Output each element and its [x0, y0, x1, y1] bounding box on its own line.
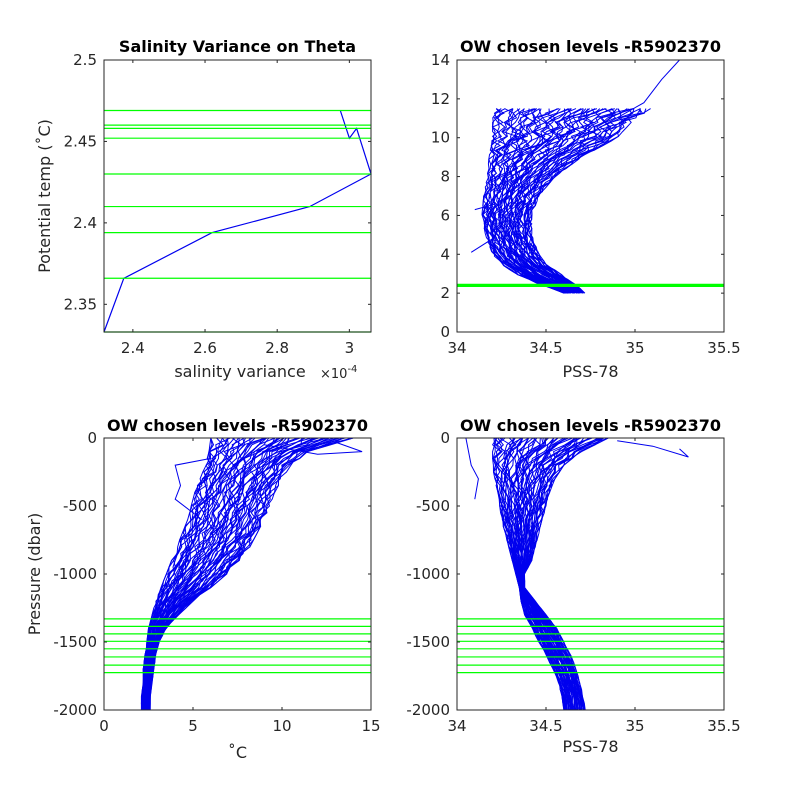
y-tick-labels: -2000 -1500 -1000 -500 0 [406, 429, 724, 719]
profile-line [581, 59, 680, 139]
profile-line [495, 108, 571, 294]
profile-line [501, 108, 577, 294]
y-tick-label: -1000 [406, 565, 450, 583]
profile-line [521, 108, 634, 294]
data-layer [103, 59, 372, 333]
y-tick-label: 2.35 [64, 295, 97, 313]
y-tick-label: 2 [440, 284, 450, 302]
variance-line [103, 110, 372, 333]
y-tick-label: 8 [440, 168, 450, 186]
x-tick-label: 2.8 [265, 339, 289, 357]
y-tick-label: 4 [440, 245, 450, 263]
profile-line [174, 457, 211, 520]
profile-line [617, 440, 689, 458]
x-axis-label: salinity variance [174, 362, 305, 381]
y-tick-labels: 0 2 4 6 8 10 12 14 [431, 51, 724, 341]
profile-line [510, 108, 596, 294]
x-tick-label: 2.4 [121, 339, 145, 357]
plot-area [103, 59, 372, 333]
y-tick-label: -2000 [53, 701, 97, 719]
plot-title: OW chosen levels -R5902370 [107, 416, 368, 435]
plot-title: Salinity Variance on Theta [119, 37, 356, 56]
x-tick-label: 35 [625, 717, 644, 735]
y-axis-label: Potential temp (˚C) [35, 119, 54, 273]
x-axis-label: PSS-78 [562, 362, 618, 381]
x-tick-labels: 0 5 10 15 [99, 438, 381, 735]
y-tick-label: 12 [431, 90, 450, 108]
x-tick-labels: 34 34.5 35 35.5 [447, 438, 741, 735]
y-tick-labels: -2000 -1500 -1000 -500 0 [53, 429, 371, 719]
y-tick-label: -1500 [406, 633, 450, 651]
x-tick-label: 34.5 [529, 717, 562, 735]
y-tick-labels: 2.35 2.4 2.45 2.5 [64, 51, 371, 313]
profile-line [529, 108, 651, 294]
panel-pressure-salinity: OW chosen levels -R5902370 34 34.5 35 35.5 … [406, 416, 740, 756]
x-tick-labels: 34 34.5 35 35.5 [447, 60, 741, 357]
profile-line [528, 108, 647, 294]
x-tick-label: 34 [447, 717, 466, 735]
profile-line [493, 108, 572, 294]
profile-line [465, 437, 479, 500]
y-axis-label: Pressure (dbar) [25, 513, 44, 636]
y-tick-label: 2.4 [73, 214, 97, 232]
x-tick-label: 3 [345, 339, 355, 357]
x-tick-label: 34.5 [529, 339, 562, 357]
profile-line [507, 108, 584, 294]
x-axis-label: PSS-78 [562, 737, 618, 756]
y-tick-label: -1500 [53, 633, 97, 651]
profile-line [483, 108, 565, 294]
x-tick-label: 34 [447, 339, 466, 357]
y-tick-label: 2.45 [64, 132, 97, 150]
data-layer [456, 437, 725, 711]
x-axis-exponent-power: -4 [347, 364, 357, 375]
profile-line [474, 203, 497, 211]
panel-salinity-variance: Salinity Variance on Theta 2.4 2.6 2.8 3 2.… [35, 37, 372, 382]
y-tick-label: -1000 [53, 565, 97, 583]
axes-box [456, 59, 725, 333]
profile-line [513, 108, 601, 294]
y-tick-label: 2.5 [73, 51, 97, 69]
y-tick-label: 0 [440, 323, 450, 341]
y-tick-label: 10 [431, 129, 450, 147]
profile-line [264, 441, 363, 455]
x-tick-label: 15 [361, 717, 380, 735]
profile-line [488, 108, 568, 294]
y-tick-label: 0 [87, 429, 97, 447]
y-tick-label: 0 [440, 429, 450, 447]
x-tick-label: 10 [272, 717, 291, 735]
profile-line [470, 217, 508, 253]
y-tick-label: -500 [416, 497, 450, 515]
profile-line [509, 108, 584, 294]
x-tick-label: 35.5 [707, 717, 740, 735]
x-axis-exponent: ×10-4 [320, 364, 357, 382]
plot-title: OW chosen levels -R5902370 [460, 37, 721, 56]
axes-box [103, 59, 372, 333]
x-tick-label: 2.6 [193, 339, 217, 357]
y-tick-label: -500 [63, 497, 97, 515]
data-layer [456, 59, 725, 333]
plot-area [456, 437, 725, 711]
x-tick-label: 35 [625, 339, 644, 357]
x-tick-labels: 2.4 2.6 2.8 3 [121, 60, 354, 357]
profile-line [499, 108, 574, 294]
data-layer [103, 437, 372, 711]
x-axis-label: ˚C [228, 743, 247, 762]
x-axis-exponent-base: ×10 [320, 367, 347, 382]
panel-pressure-temperature: OW chosen levels -R5902370 0 5 10 15 -2000-… [25, 416, 381, 762]
x-tick-label: 35.5 [707, 339, 740, 357]
x-tick-label: 5 [188, 717, 198, 735]
profile-line [511, 108, 596, 294]
x-tick-label: 0 [99, 717, 109, 735]
y-tick-label: 6 [440, 206, 450, 224]
profile-line [514, 108, 604, 294]
panel-theta-salinity: OW chosen levels -R5902370 34 34.5 35 35.5 … [431, 37, 741, 381]
profile-line [506, 108, 589, 294]
y-tick-label: -2000 [406, 701, 450, 719]
plot-title: OW chosen levels -R5902370 [460, 416, 721, 435]
y-tick-label: 14 [431, 51, 450, 69]
